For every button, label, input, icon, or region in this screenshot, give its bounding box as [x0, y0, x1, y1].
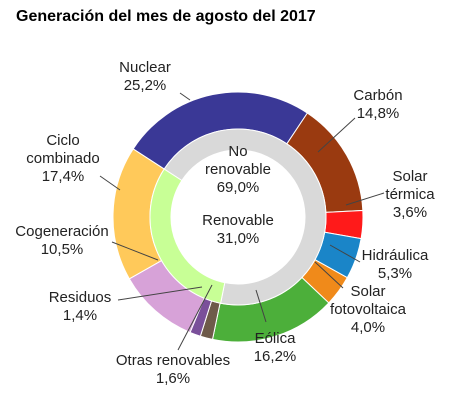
leader-line-residuos	[117, 286, 203, 301]
label-carbon: Carbón 14,8%	[353, 87, 402, 122]
inner-slice-renovable	[149, 168, 226, 304]
labels-layer: Nuclear 25,2% Carbón 14,8% Solar térmica 3,6% H…	[15, 59, 435, 387]
label-no-renovable: No renovable 69,0%	[205, 143, 271, 196]
leader-line-otras-renovables	[177, 284, 213, 351]
slices-layer	[112, 91, 364, 343]
label-otras-renovables: Otras renovables 1,6%	[116, 352, 230, 387]
inner-slice-no-renovable	[163, 128, 327, 306]
label-hidraulica: Hidráulica 5,3%	[362, 247, 429, 282]
label-ciclo-combinado: Ciclo combinado 17,4%	[26, 132, 99, 185]
leader-line-solar-termica	[345, 192, 385, 206]
leader-line-solar-fotovoltaica	[314, 261, 344, 289]
chart-title: Generación del mes de agosto del 2017	[16, 8, 316, 25]
leader-line-ciclo-combinado	[99, 175, 121, 191]
leader-lines-layer	[99, 92, 385, 351]
leader-line-eolica	[255, 289, 267, 323]
leader-line-nuclear	[179, 92, 191, 101]
leader-line-hidraulica	[329, 244, 361, 263]
label-residuos: Residuos 1,4%	[49, 289, 112, 324]
leader-line-carbon	[317, 117, 356, 153]
label-eolica: Eólica 16,2%	[254, 330, 297, 365]
label-cogeneracion: Cogeneración 10,5%	[15, 223, 108, 258]
label-solar-termica: Solar térmica 3,6%	[385, 168, 435, 221]
label-solar-fotovoltaica: Solar fotovoltaica 4,0%	[330, 283, 407, 336]
label-renovable: Renovable 31,0%	[202, 212, 274, 247]
label-nuclear: Nuclear 25,2%	[119, 59, 171, 94]
leader-line-cogeneracion	[111, 241, 159, 261]
